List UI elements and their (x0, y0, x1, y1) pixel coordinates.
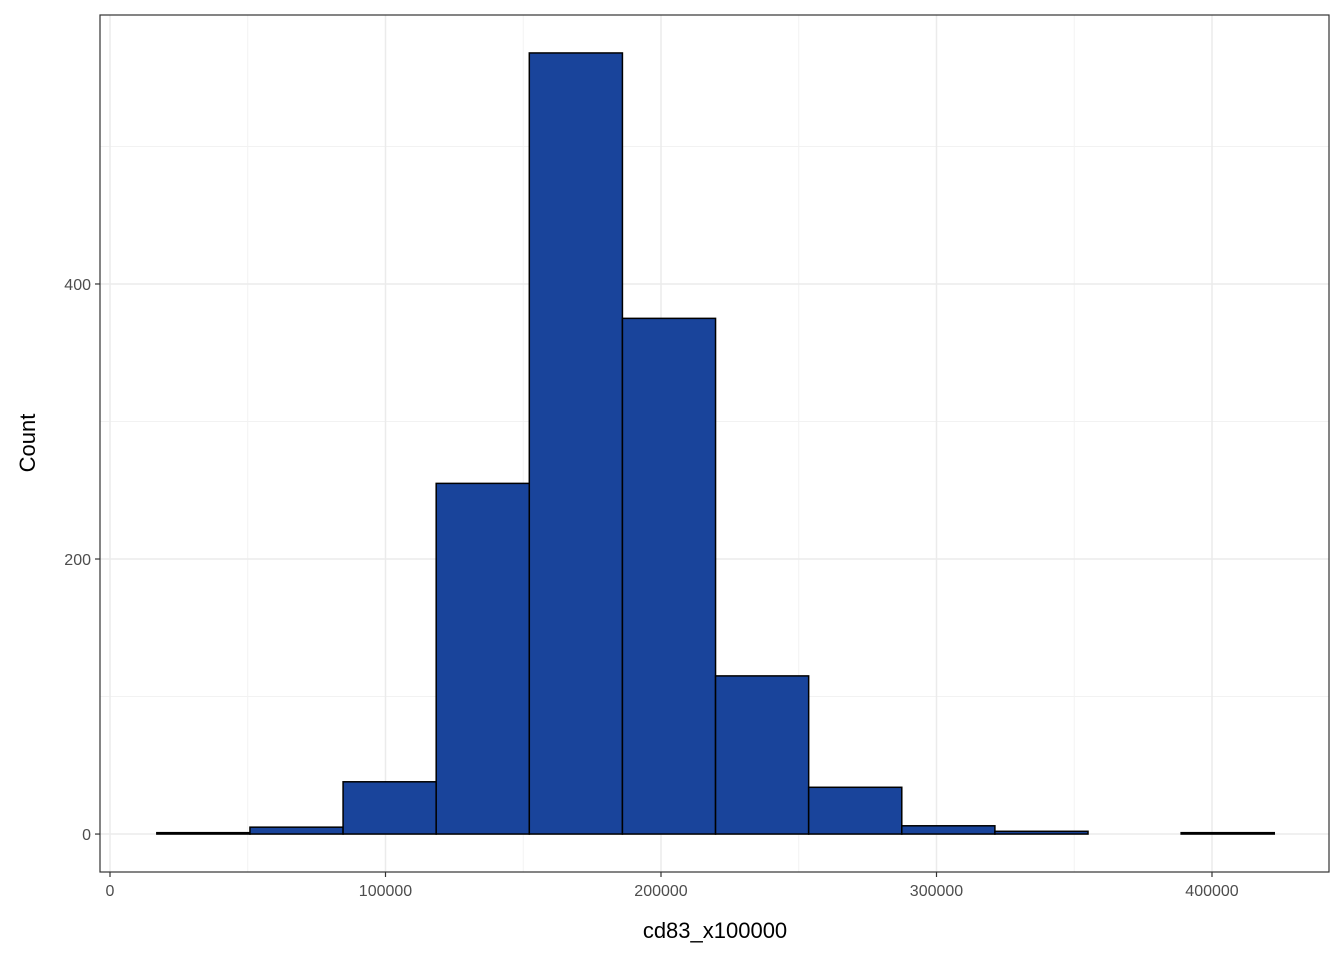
panel-border (99, 14, 1330, 873)
x-tick-label: 200000 (634, 883, 687, 900)
bar (1180, 831, 1276, 835)
bar (156, 831, 251, 835)
x-tick-label: 400000 (1185, 883, 1238, 900)
bar (435, 482, 531, 835)
bar (807, 786, 903, 835)
x-tick-label: 300000 (910, 883, 963, 900)
x-tick-label: 0 (106, 883, 115, 900)
bar (621, 317, 717, 835)
y-tick-label: 0 (82, 827, 91, 844)
bar (714, 675, 810, 835)
y-axis-title: Count (15, 414, 40, 473)
bar (249, 826, 344, 835)
bar (342, 781, 437, 835)
bar (994, 830, 1089, 835)
y-tick-label: 200 (64, 552, 91, 569)
x-tick-label: 100000 (359, 883, 412, 900)
bar (901, 825, 996, 835)
bar (528, 52, 624, 835)
x-axis-title: cd83_x100000 (643, 918, 787, 943)
y-tick-label: 400 (64, 277, 91, 294)
